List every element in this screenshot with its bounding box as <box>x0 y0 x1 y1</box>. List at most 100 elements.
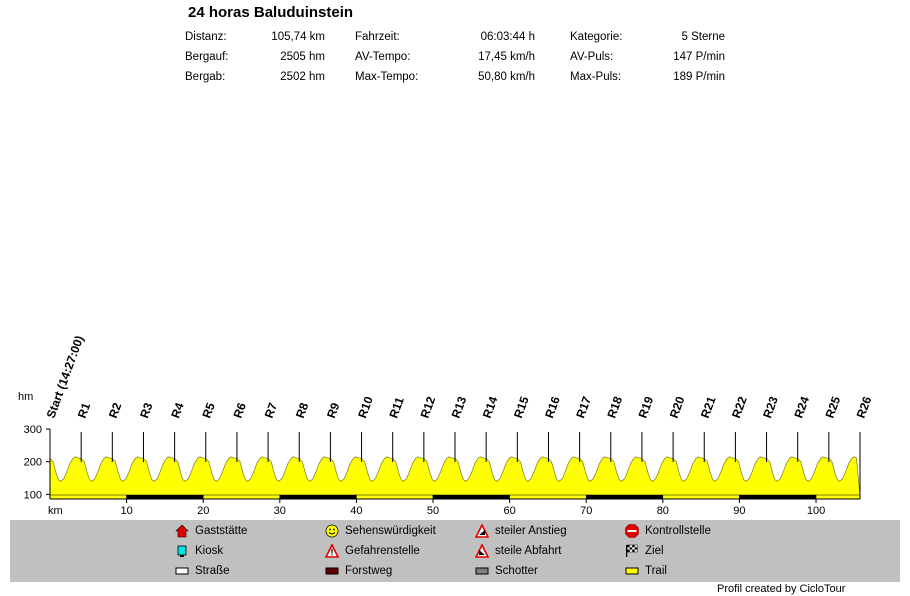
surface-segment <box>739 494 817 500</box>
legend-label: Ziel <box>645 545 664 557</box>
legend-item-steile-abfahrt: steile Abfahrt <box>475 544 561 558</box>
stat-value-descent: 2502 hm <box>280 71 325 83</box>
marker-label: R4 <box>168 401 187 421</box>
surface-segment <box>662 494 740 500</box>
legend-panel: Gaststätte Kiosk Straße Sehenswürdigkeit… <box>10 520 900 582</box>
stop-icon <box>625 524 639 538</box>
marker-label: R19 <box>636 394 657 420</box>
legend-item-schotter: Schotter <box>475 564 538 578</box>
stat-value-avg-pulse: 147 P/min <box>673 51 725 63</box>
stat-value-avg-speed: 17,45 km/h <box>478 51 535 63</box>
stat-value-distance: 105,74 km <box>271 31 325 43</box>
marker-label: R13 <box>449 394 470 420</box>
x-tick-label: 100 <box>807 505 825 517</box>
y-tick-label: 300 <box>24 424 42 436</box>
marker-label: R24 <box>791 394 812 420</box>
x-tick-label: 10 <box>120 505 132 517</box>
stat-label-avg-speed: AV-Tempo: <box>355 51 411 63</box>
marker-label: R22 <box>729 394 750 420</box>
stat-label-distance: Distanz: <box>185 31 227 43</box>
marker-label: R10 <box>355 394 376 420</box>
stat-label-ascent: Bergauf: <box>185 51 229 63</box>
legend-item-gaststaette: Gaststätte <box>175 524 247 538</box>
marker-label: R18 <box>604 394 625 420</box>
marker-label: R1 <box>75 401 94 421</box>
legend-label: steile Abfahrt <box>495 545 562 557</box>
legend-item-ziel: Ziel <box>625 544 664 558</box>
x-axis-label: km <box>48 505 63 517</box>
x-tick-label: 80 <box>657 505 669 517</box>
steep-climb-icon <box>475 524 489 538</box>
marker-label: R9 <box>324 401 343 421</box>
legend-label: Forstweg <box>345 565 393 577</box>
legend-item-steiler-anstieg: steiler Anstieg <box>475 524 567 538</box>
marker-label: R11 <box>386 395 407 420</box>
footer-credit: Profil created by CicloTour <box>717 583 846 595</box>
x-tick-label: 70 <box>580 505 592 517</box>
road-swatch <box>175 567 189 575</box>
marker-label: R7 <box>262 401 281 421</box>
x-tick-label: 30 <box>274 505 286 517</box>
legend-item-trail: Trail <box>625 564 667 578</box>
checkered-flag-icon <box>626 544 638 557</box>
surface-segment <box>356 494 434 500</box>
x-tick-label: 60 <box>503 505 515 517</box>
stat-label-descent: Bergab: <box>185 71 226 83</box>
stat-value-ride-time: 06:03:44 h <box>480 31 535 43</box>
x-tick-label: 20 <box>197 505 209 517</box>
legend-label: Straße <box>195 565 230 577</box>
stat-value-category: 5 Sterne <box>681 31 725 43</box>
legend-item-forstweg: Forstweg <box>325 564 392 578</box>
marker-label: R3 <box>137 401 156 421</box>
stat-label-category: Kategorie: <box>570 31 623 43</box>
stat-label-max-speed: Max-Tempo: <box>355 71 419 83</box>
x-tick-label: 90 <box>733 505 745 517</box>
legend-label: Gaststätte <box>195 525 248 537</box>
legend-item-sehenswuerdigkeit: Sehenswürdigkeit <box>325 524 436 538</box>
stat-value-ascent: 2505 hm <box>280 51 325 63</box>
legend-label: Sehenswürdigkeit <box>345 525 436 537</box>
gravel-swatch <box>475 567 489 575</box>
marker-label: R5 <box>199 401 218 421</box>
stat-value-max-pulse: 189 P/min <box>673 71 725 83</box>
trail-swatch <box>625 567 639 575</box>
marker-label: R23 <box>760 394 781 420</box>
y-axis-label: hm <box>18 391 33 403</box>
marker-label: R14 <box>480 394 501 420</box>
stat-value-max-speed: 50,80 km/h <box>478 71 535 83</box>
stat-label-ride-time: Fahrzeit: <box>355 31 400 43</box>
surface-segment <box>202 494 281 500</box>
surface-segment <box>126 494 204 500</box>
marker-label: R21 <box>698 394 719 420</box>
x-tick-label: 50 <box>427 505 439 517</box>
legend-item-kiosk: Kiosk <box>175 544 223 558</box>
forest-swatch <box>325 567 339 575</box>
legend-label: Kontrollstelle <box>645 525 711 537</box>
smiley-icon <box>325 524 339 538</box>
marker-label: R26 <box>854 394 875 420</box>
marker-label: R16 <box>542 394 563 420</box>
marker-label: R20 <box>667 394 688 420</box>
surface-segment <box>279 494 357 500</box>
marker-label: R2 <box>106 401 125 421</box>
surface-segment <box>815 494 861 500</box>
legend-item-strasse: Straße <box>175 564 230 578</box>
house-icon <box>175 524 189 538</box>
marker-label: R12 <box>418 394 439 420</box>
marker-label: R6 <box>231 401 250 421</box>
surface-segment <box>432 494 510 500</box>
marker-label: R17 <box>573 394 594 420</box>
cup-icon <box>177 545 187 557</box>
legend-label: Kiosk <box>195 545 224 557</box>
warning-icon <box>325 544 339 558</box>
legend-item-kontrollstelle: Kontrollstelle <box>625 524 711 538</box>
marker-label: R8 <box>293 401 312 421</box>
y-tick-label: 200 <box>24 457 42 469</box>
legend-label: Gefahrenstelle <box>345 545 420 557</box>
legend-label: Schotter <box>495 565 538 577</box>
chart-title: 24 horas Baluduinstein <box>188 4 354 21</box>
surface-segment <box>509 494 587 500</box>
surface-segment <box>49 494 127 500</box>
x-tick-label: 40 <box>350 505 362 517</box>
legend-label: Trail <box>645 565 667 577</box>
